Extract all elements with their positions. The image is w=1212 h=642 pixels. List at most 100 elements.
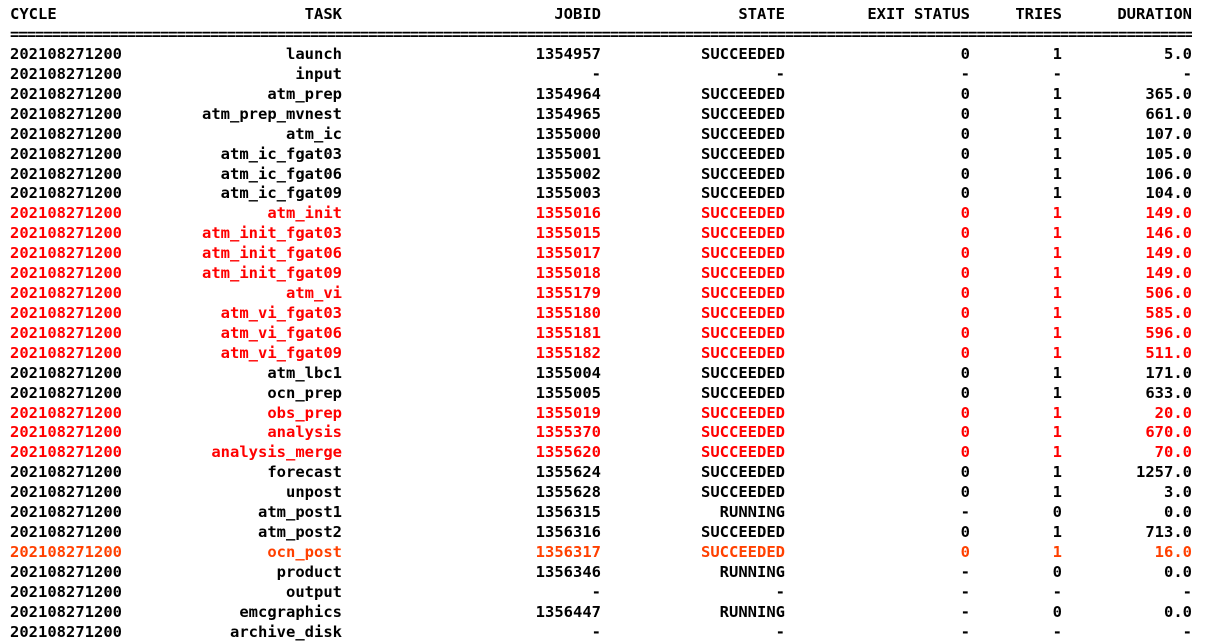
jobid-cell: 1356315 <box>535 503 601 522</box>
tries-cell: 1 <box>1052 204 1062 223</box>
state-cell: SUCCEEDED <box>701 284 785 303</box>
cycle-cell: 202108271200 <box>10 164 122 183</box>
task-cell: atm_vi_fgat06 <box>220 323 342 342</box>
state-cell: SUCCEEDED <box>701 104 785 123</box>
table-row: 202108271200 atm_vi_fgat06 1355181 SUCCEEDE… <box>0 323 1212 343</box>
jobid-cell: 1354964 <box>535 84 601 103</box>
jobid-cell: 1356447 <box>535 602 601 621</box>
state-cell: SUCCEEDED <box>701 144 785 163</box>
task-cell: input <box>295 64 342 83</box>
state-cell: SUCCEEDED <box>701 303 785 322</box>
task-cell: emcgraphics <box>239 602 342 621</box>
exit-status-cell: - <box>960 622 970 641</box>
jobid-cell: 1355370 <box>535 423 601 442</box>
duration-cell: 146.0 <box>1145 224 1192 243</box>
state-cell: SUCCEEDED <box>701 45 785 63</box>
task-cell: ocn_prep <box>267 383 342 402</box>
tries-cell: 1 <box>1052 104 1062 123</box>
task-cell: atm_init_fgat03 <box>202 224 342 243</box>
tries-cell: 0 <box>1052 602 1062 621</box>
table-row: 202108271200 atm_init_fgat09 1355018 SUCCEE… <box>0 263 1212 283</box>
task-cell: atm_ic_fgat03 <box>220 144 342 163</box>
table-row: 202108271200 launch 1354957 SUCCEEDED 0 1 5.0 <box>0 44 1212 64</box>
table-row: 202108271200 atm_prep_mvnest 1354965 SUCCEE… <box>0 104 1212 124</box>
task-cell: launch <box>286 45 342 63</box>
task-cell: atm_vi_fgat09 <box>220 343 342 362</box>
jobid-cell: 1355001 <box>535 144 601 163</box>
cycle-cell: 202108271200 <box>10 104 122 123</box>
table-row: 202108271200 atm_lbc1 1355004 SUCCEEDED 0 1 17… <box>0 363 1212 383</box>
header-state: STATE <box>738 5 785 23</box>
cycle-cell: 202108271200 <box>10 323 122 342</box>
exit-status-cell: - <box>960 602 970 621</box>
task-cell: obs_prep <box>267 403 342 422</box>
jobid-cell: 1356346 <box>535 562 601 581</box>
tries-cell: 1 <box>1052 224 1062 243</box>
state-cell: SUCCEEDED <box>701 323 785 342</box>
exit-status-cell: - <box>960 582 970 601</box>
tries-cell: 1 <box>1052 45 1062 63</box>
cycle-cell: 202108271200 <box>10 204 122 223</box>
duration-cell: 106.0 <box>1145 164 1192 183</box>
jobid-cell: 1356316 <box>535 523 601 542</box>
tries-cell: 1 <box>1052 363 1062 382</box>
exit-status-cell: 0 <box>960 363 970 382</box>
exit-status-cell: 0 <box>960 323 970 342</box>
cycle-cell: 202108271200 <box>10 184 122 203</box>
cycle-cell: 202108271200 <box>10 602 122 621</box>
tries-cell: 1 <box>1052 523 1062 542</box>
cycle-cell: 202108271200 <box>10 224 122 243</box>
duration-cell: 107.0 <box>1145 124 1192 143</box>
duration-cell: 633.0 <box>1145 383 1192 402</box>
duration-cell: 511.0 <box>1145 343 1192 362</box>
header-tries: TRIES <box>1015 5 1062 23</box>
tries-cell: 1 <box>1052 184 1062 203</box>
jobid-cell: 1355180 <box>535 303 601 322</box>
cycle-cell: 202108271200 <box>10 423 122 442</box>
task-cell: ocn_post <box>267 543 342 561</box>
header-duration: DURATION <box>1117 5 1192 23</box>
table-row: 202108271200 atm_vi_fgat03 1355180 SUCCEEDE… <box>0 303 1212 323</box>
table-row: 202108271200 atm_vi_fgat09 1355182 SUCCEEDE… <box>0 343 1212 363</box>
header-row: CYCLE TASK JOBID STATE EXIT STATUS TRIES… <box>0 4 1212 24</box>
duration-cell: 0.0 <box>1164 562 1192 581</box>
task-cell: analysis <box>267 423 342 442</box>
exit-status-cell: 0 <box>960 523 970 542</box>
state-cell: - <box>775 582 785 601</box>
exit-status-cell: - <box>960 503 970 522</box>
state-cell: RUNNING <box>719 602 785 621</box>
state-cell: SUCCEEDED <box>701 224 785 243</box>
cycle-cell: 202108271200 <box>10 582 122 601</box>
duration-cell: 596.0 <box>1145 323 1192 342</box>
task-cell: atm_init_fgat09 <box>202 264 342 283</box>
tries-cell: 1 <box>1052 483 1062 502</box>
exit-status-cell: 0 <box>960 164 970 183</box>
table-row: 202108271200 analysis_merge 1355620 SUCCEED… <box>0 442 1212 462</box>
jobid-cell: 1354965 <box>535 104 601 123</box>
state-cell: SUCCEEDED <box>701 383 785 402</box>
duration-cell: 0.0 <box>1164 602 1192 621</box>
tries-cell: 0 <box>1052 562 1062 581</box>
jobid-cell: - <box>591 582 601 601</box>
tries-cell: 1 <box>1052 403 1062 422</box>
jobid-cell: 1355620 <box>535 443 601 462</box>
jobid-cell: 1355017 <box>535 244 601 263</box>
cycle-cell: 202108271200 <box>10 403 122 422</box>
exit-status-cell: 0 <box>960 104 970 123</box>
state-cell: SUCCEEDED <box>701 363 785 382</box>
duration-cell: 105.0 <box>1145 144 1192 163</box>
duration-cell: 3.0 <box>1164 483 1192 502</box>
exit-status-cell: - <box>960 562 970 581</box>
tries-cell: 1 <box>1052 323 1062 342</box>
jobid-cell: 1355002 <box>535 164 601 183</box>
cycle-cell: 202108271200 <box>10 543 122 561</box>
duration-cell: - <box>1182 622 1192 641</box>
task-cell: atm_prep_mvnest <box>202 104 342 123</box>
jobid-cell: 1354957 <box>535 45 601 63</box>
table-row: 202108271200 archive_disk - - - - - <box>0 622 1212 642</box>
state-cell: SUCCEEDED <box>701 443 785 462</box>
duration-cell: 149.0 <box>1145 264 1192 283</box>
table-row: 202108271200 output - - - - - <box>0 582 1212 602</box>
header-cycle: CYCLE <box>10 5 57 23</box>
duration-cell: 171.0 <box>1145 363 1192 382</box>
